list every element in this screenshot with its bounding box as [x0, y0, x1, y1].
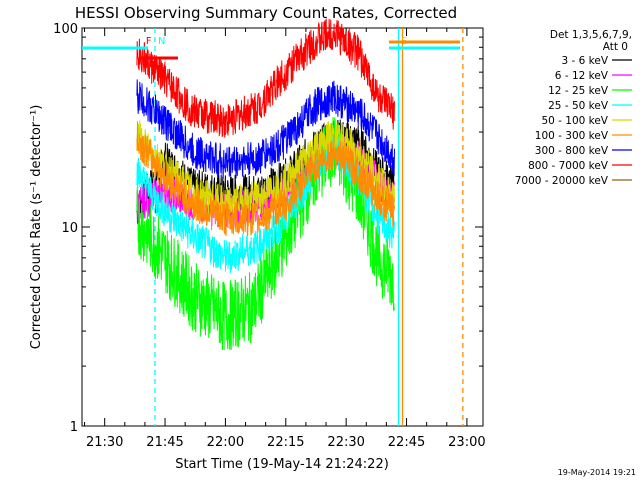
legend-label: 100 - 300 keV: [535, 130, 609, 142]
legend-label: 300 - 800 keV: [535, 145, 609, 157]
x-axis: 21:30 21:45 22:00 22:15 22:30 22:45 23:00: [84, 28, 486, 450]
x-tick-label: 22:45: [388, 435, 425, 450]
y-axis-label: Corrected Count Rate (s⁻¹ detector⁻¹): [29, 105, 44, 350]
x-tick-label: 21:30: [86, 435, 123, 450]
series-line: [136, 121, 395, 237]
flag-label: N: [158, 36, 165, 47]
chart-title: HESSI Observing Summary Count Rates, Cor…: [75, 4, 457, 22]
legend-label: 12 - 25 keV: [548, 85, 609, 97]
legend-label: 800 - 7000 keV: [528, 160, 609, 172]
legend: Det 1,3,5,6,7,9,Att 0 3 - 6 keV 6 - 12 keV…: [515, 29, 632, 187]
legend-label: 6 - 12 keV: [555, 70, 609, 82]
x-tick-label: 22:15: [267, 435, 304, 450]
x-tick-label: 21:45: [146, 435, 183, 450]
x-axis-label: Start Time (19-May-14 21:24:22): [175, 457, 389, 472]
x-tick-label: 23:00: [448, 435, 485, 450]
y-axis: 1 10 100: [53, 22, 483, 435]
legend-header: Det 1,3,5,6,7,9,: [550, 29, 632, 41]
y-tick-label: 10: [61, 221, 78, 236]
legend-header: Att 0: [603, 41, 628, 53]
x-tick-label: 22:00: [207, 435, 244, 450]
vertical-markers: [154, 28, 464, 426]
x-tick-label: 22:30: [327, 435, 364, 450]
legend-label: 50 - 100 keV: [541, 115, 608, 127]
legend-label: 3 - 6 keV: [561, 55, 608, 67]
series-line: [136, 18, 395, 138]
footer-timestamp: 19-May-2014 19:21: [558, 468, 636, 477]
y-tick-label: 100: [53, 22, 78, 37]
series-group: [136, 18, 395, 351]
flag-label: F: [146, 36, 152, 47]
y-tick-label: 1: [70, 420, 78, 435]
series-line: [136, 79, 395, 180]
flag-bars: NSF: [82, 36, 460, 60]
legend-label: 7000 - 20000 keV: [515, 175, 609, 187]
legend-label: 25 - 50 keV: [548, 100, 609, 112]
